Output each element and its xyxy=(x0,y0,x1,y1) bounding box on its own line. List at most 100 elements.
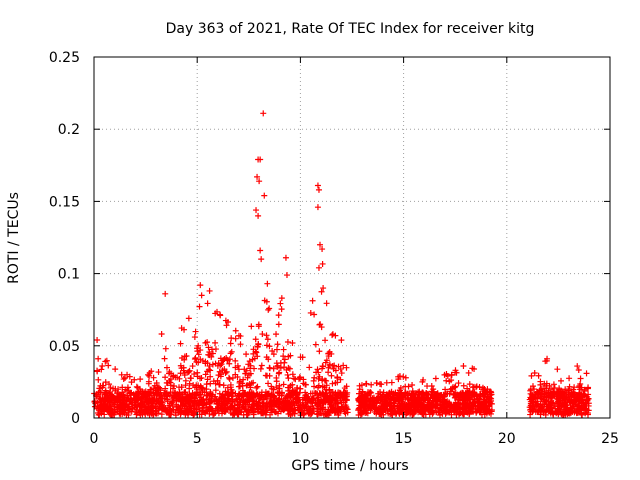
data-point xyxy=(218,361,225,368)
data-point xyxy=(124,387,131,394)
data-point xyxy=(217,362,224,369)
data-point xyxy=(167,382,174,389)
data-point xyxy=(585,402,592,409)
data-point xyxy=(216,381,223,388)
data-point xyxy=(189,363,196,370)
data-point xyxy=(424,391,431,398)
data-point xyxy=(379,391,386,398)
data-point xyxy=(466,381,473,388)
data-point xyxy=(117,403,124,410)
data-point xyxy=(566,409,573,416)
data-point xyxy=(274,341,281,348)
data-point xyxy=(161,406,168,413)
data-point xyxy=(290,388,297,395)
data-point xyxy=(292,396,299,403)
data-point xyxy=(373,405,380,412)
data-point xyxy=(528,391,535,398)
data-point xyxy=(240,411,247,418)
y-tick-label: 0.15 xyxy=(49,194,80,210)
data-point xyxy=(252,336,259,343)
data-point xyxy=(583,406,590,413)
data-point xyxy=(403,409,410,416)
outlier-point xyxy=(317,241,324,248)
data-point xyxy=(258,389,265,396)
data-point xyxy=(212,339,219,346)
data-point xyxy=(549,410,556,417)
data-point xyxy=(186,391,193,398)
data-point xyxy=(402,374,409,381)
data-point xyxy=(255,323,262,330)
data-point xyxy=(161,355,168,362)
data-point xyxy=(257,404,264,411)
data-point xyxy=(205,351,212,358)
data-point xyxy=(402,391,409,398)
data-point xyxy=(99,401,106,408)
data-point xyxy=(469,408,476,415)
data-point xyxy=(232,364,239,371)
data-point xyxy=(541,393,548,400)
data-point xyxy=(235,383,242,390)
data-point xyxy=(181,353,188,360)
data-point xyxy=(570,389,577,396)
data-point xyxy=(332,391,339,398)
data-point xyxy=(316,321,323,328)
data-point xyxy=(260,396,267,403)
data-point xyxy=(197,375,204,382)
data-point xyxy=(119,384,126,391)
data-point xyxy=(106,381,113,388)
data-point xyxy=(94,367,101,374)
outlier-point xyxy=(320,285,327,292)
data-point xyxy=(455,380,462,387)
data-point xyxy=(540,385,547,392)
data-point xyxy=(440,405,447,412)
data-point xyxy=(215,401,222,408)
data-point xyxy=(333,393,340,400)
data-point xyxy=(429,404,436,411)
data-point xyxy=(187,401,194,408)
data-point xyxy=(222,408,229,415)
data-point xyxy=(296,389,303,396)
data-point xyxy=(306,409,313,416)
data-point xyxy=(137,376,144,383)
data-point xyxy=(275,389,282,396)
data-point xyxy=(269,391,276,398)
grid-lines xyxy=(94,57,610,418)
data-point xyxy=(148,395,155,402)
data-point xyxy=(337,376,344,383)
data-point xyxy=(266,305,273,312)
data-point xyxy=(528,372,535,379)
outlier-point xyxy=(255,212,262,219)
data-point xyxy=(134,410,141,417)
outlier-point xyxy=(315,186,322,193)
data-point xyxy=(465,369,472,376)
data-point xyxy=(550,381,557,388)
data-point xyxy=(316,348,323,355)
data-point xyxy=(575,367,582,374)
data-point xyxy=(466,399,473,406)
data-point xyxy=(388,407,395,414)
data-point xyxy=(195,351,202,358)
data-point xyxy=(391,403,398,410)
data-point xyxy=(216,311,223,318)
data-point xyxy=(216,390,223,397)
data-point xyxy=(432,375,439,382)
data-point xyxy=(264,336,271,343)
data-point xyxy=(236,402,243,409)
data-point xyxy=(105,362,112,369)
data-point xyxy=(403,402,410,409)
data-point xyxy=(212,346,219,353)
data-point xyxy=(422,407,429,414)
data-point xyxy=(177,340,184,347)
data-point xyxy=(207,367,214,374)
data-point xyxy=(338,337,345,344)
data-point xyxy=(281,356,288,363)
data-point xyxy=(237,341,244,348)
data-point xyxy=(131,376,138,383)
data-point xyxy=(332,367,339,374)
data-point xyxy=(410,404,417,411)
data-point xyxy=(111,408,118,415)
outlier-point xyxy=(282,254,289,261)
data-point xyxy=(155,369,162,376)
data-point xyxy=(409,382,416,389)
data-point xyxy=(326,386,333,393)
